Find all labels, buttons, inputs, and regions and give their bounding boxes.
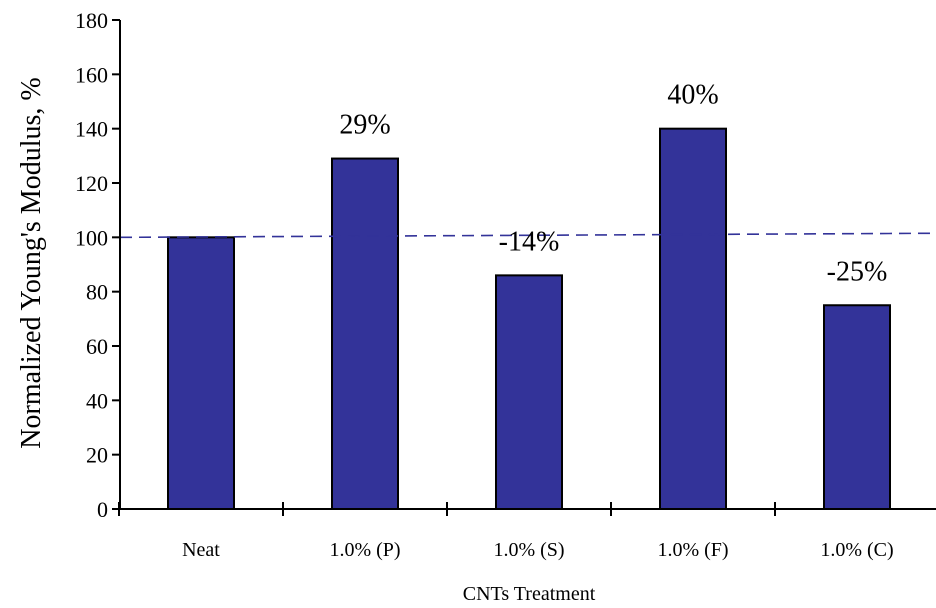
y-tick-label-40: 40 [86, 388, 108, 413]
y-tick-label-140: 140 [75, 117, 108, 142]
x-tick-label-2: 1.0% (S) [493, 539, 564, 561]
bar-4 [823, 304, 891, 510]
y-tick-label-80: 80 [86, 280, 108, 305]
bar-1 [331, 157, 399, 511]
x-axis-title: CNTs Treatment [463, 583, 596, 605]
bar-annotation-2: -14% [499, 226, 560, 257]
x-tick-label-4: 1.0% (C) [820, 539, 893, 561]
bar-annotation-3: 40% [667, 80, 718, 111]
bar-annotation-4: -25% [827, 256, 888, 287]
x-tick-label-1: 1.0% (P) [329, 539, 400, 561]
bar-0 [167, 236, 235, 510]
bar-3 [659, 127, 727, 511]
reference-line-100 [119, 232, 936, 239]
y-tick-label-160: 160 [75, 62, 108, 87]
y-tick-label-100: 100 [75, 225, 108, 250]
y-axis-title: Normalized Young's Modulus, % [16, 77, 47, 448]
bar-annotation-1: 29% [339, 110, 390, 141]
y-tick-label-20: 20 [86, 443, 108, 468]
y-tick-label-60: 60 [86, 334, 108, 359]
x-tick-label-3: 1.0% (F) [657, 539, 728, 561]
bar-2 [495, 274, 563, 510]
y-tick-label-120: 120 [75, 171, 108, 196]
plot-area: 0 20 40 60 80 100 120 140 160 180 Neat 1.0% (P) 1.0%… [75, 8, 936, 561]
y-tick-label-0: 0 [97, 497, 108, 522]
y-tick-label-180: 180 [75, 8, 108, 33]
x-tick-label-0: Neat [182, 539, 220, 561]
